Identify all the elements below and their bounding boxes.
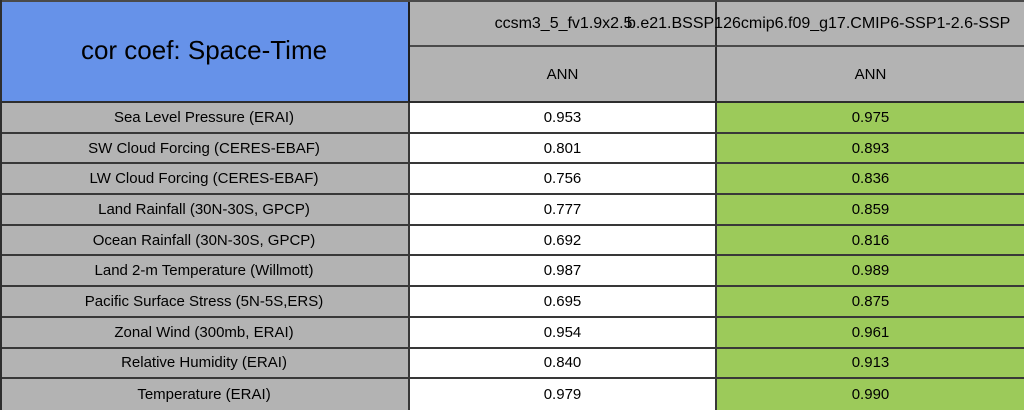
value-cell-model2: 0.913 [717, 348, 1024, 380]
table-title-cell: cor coef: Space-Time [0, 0, 410, 103]
model1-season-label: ANN [546, 65, 579, 83]
row-label: Zonal Wind (300mb, ERAI) [0, 317, 410, 349]
row-label: Sea Level Pressure (ERAI) [0, 103, 410, 134]
value-cell-model1: 0.987 [410, 256, 717, 288]
row-label: LW Cloud Forcing (CERES-EBAF) [0, 164, 410, 196]
value-cell-model2: 0.975 [717, 103, 1024, 134]
row-label: SW Cloud Forcing (CERES-EBAF) [0, 133, 410, 165]
model2-season-label: ANN [854, 65, 887, 83]
row-label: Ocean Rainfall (30N-30S, GPCP) [0, 225, 410, 257]
model2-season-cell: ANN [717, 47, 1024, 103]
table-outer-border-left [0, 0, 2, 410]
value-cell-model1: 0.840 [410, 348, 717, 380]
value-cell-model1: 0.695 [410, 287, 717, 318]
value-cell-model1: 0.954 [410, 317, 717, 349]
row-label: Temperature (ERAI) [0, 379, 410, 410]
model1-header-cell [410, 0, 717, 47]
value-cell-model1: 0.801 [410, 133, 717, 165]
row-label: Land 2-m Temperature (Willmott) [0, 256, 410, 288]
table-outer-border-top [0, 0, 1024, 2]
value-cell-model1: 0.777 [410, 195, 717, 226]
value-cell-model1: 0.756 [410, 164, 717, 196]
value-cell-model2: 0.875 [717, 287, 1024, 318]
value-cell-model2: 0.961 [717, 317, 1024, 349]
value-cell-model2: 0.816 [717, 225, 1024, 257]
row-label: Relative Humidity (ERAI) [0, 348, 410, 380]
row-label: Pacific Surface Stress (5N-5S,ERS) [0, 287, 410, 318]
value-cell-model2: 0.836 [717, 164, 1024, 196]
value-cell-model2: 0.990 [717, 379, 1024, 410]
value-cell-model2: 0.989 [717, 256, 1024, 288]
value-cell-model1: 0.692 [410, 225, 717, 257]
value-cell-model1: 0.953 [410, 103, 717, 134]
value-cell-model1: 0.979 [410, 379, 717, 410]
data-grid: Sea Level Pressure (ERAI) 0.953 0.975 SW… [0, 103, 1024, 410]
value-cell-model2: 0.859 [717, 195, 1024, 226]
value-cell-model2: 0.893 [717, 133, 1024, 165]
table-title: cor coef: Space-Time [80, 35, 328, 65]
model2-header-cell [717, 0, 1024, 47]
model1-season-cell: ANN [410, 47, 717, 103]
row-label: Land Rainfall (30N-30S, GPCP) [0, 195, 410, 226]
